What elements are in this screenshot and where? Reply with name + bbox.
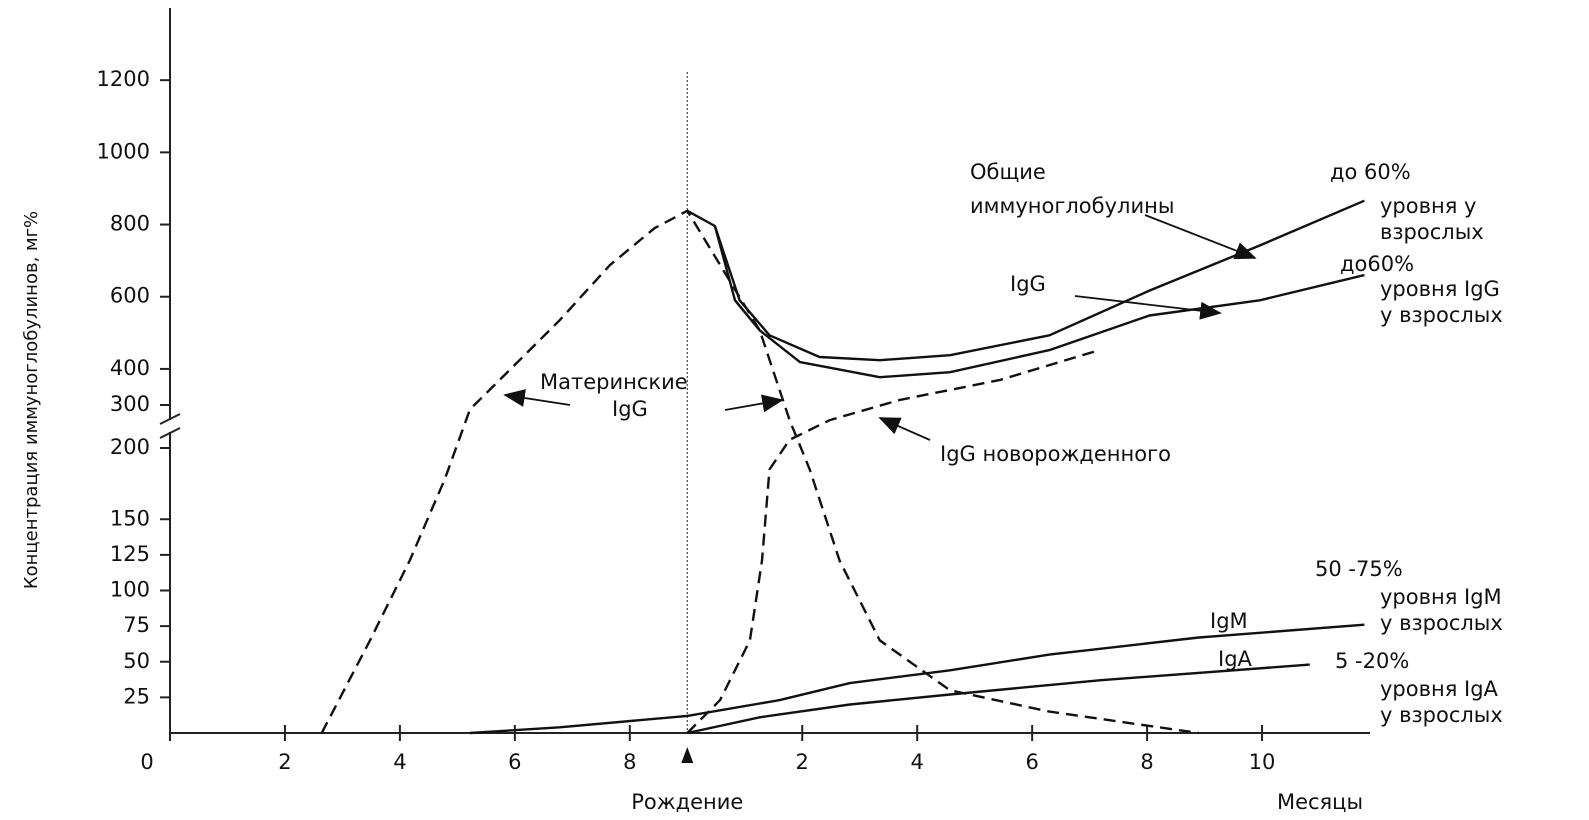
- series-line: [320, 209, 1199, 735]
- x-tick-label: 10: [1249, 750, 1276, 774]
- x-tick-label: 8: [1140, 750, 1153, 774]
- annotation: IgG: [1010, 272, 1046, 296]
- axis-break: [159, 413, 181, 425]
- y-axis-label: Концентрация иммуноглобулинов, мг%: [21, 211, 42, 589]
- annotation: Общие: [970, 160, 1046, 184]
- series-line: [686, 348, 1100, 734]
- y-tick-label: 300: [110, 392, 150, 416]
- annotation: уровня IgG: [1380, 277, 1500, 301]
- y-tick-label: 200: [110, 435, 150, 459]
- annotation: у взрослых: [1380, 703, 1503, 727]
- annotation: до60%: [1340, 252, 1414, 276]
- y-tick-label: 50: [123, 649, 150, 673]
- annotation: IgG: [612, 397, 648, 421]
- annotation: IgG новорожденного: [940, 442, 1171, 466]
- y-tick-label: 150: [110, 506, 150, 530]
- y-tick-label: 75: [123, 613, 150, 637]
- arrow: [724, 394, 784, 413]
- series-line: [686, 199, 1365, 362]
- birth-label: Рождение: [631, 790, 743, 814]
- x-tick-label: 6: [508, 750, 521, 774]
- annotation: IgA: [1218, 647, 1253, 671]
- arrow: [1144, 214, 1257, 260]
- y-tick-label: 600: [110, 284, 150, 308]
- annotation: Материнские: [540, 370, 688, 394]
- series-line: [687, 663, 1310, 735]
- axes: [159, 8, 1370, 734]
- arrow: [878, 417, 931, 441]
- annotation: 50 -75%: [1315, 557, 1403, 581]
- annotation: уровня IgA: [1380, 677, 1499, 701]
- y-tick-label: 1000: [97, 139, 150, 163]
- annotation: взрослых: [1380, 220, 1484, 244]
- y-tick-label: 100: [110, 578, 150, 602]
- arrow: [503, 389, 571, 407]
- x-tick-label: 8: [623, 750, 636, 774]
- arrow: [1074, 295, 1222, 320]
- x-tick-label: 0: [140, 750, 153, 774]
- axis-break: [159, 427, 181, 439]
- y-tick-label: 25: [123, 684, 150, 708]
- series-line: [713, 225, 1365, 379]
- annotation: до 60%: [1330, 160, 1411, 184]
- annotation: уровня IgM: [1380, 585, 1502, 609]
- x-tick-label: 2: [278, 750, 291, 774]
- x-tick-label: 6: [1025, 750, 1038, 774]
- x-tick-label: 2: [796, 750, 809, 774]
- y-tick-label: 800: [110, 212, 150, 236]
- y-tick-label: 1200: [97, 67, 150, 91]
- annotation: у взрослых: [1380, 303, 1503, 327]
- annotation: у взрослых: [1380, 611, 1503, 635]
- annotation: уровня у: [1380, 194, 1476, 218]
- annotation: 5 -20%: [1335, 649, 1409, 673]
- x-tick-label: 4: [393, 750, 406, 774]
- birth-arrow: [681, 747, 694, 763]
- x-axis-label: Месяцы: [1277, 790, 1363, 814]
- series-line: [469, 623, 1365, 735]
- x-tick-label: 4: [911, 750, 924, 774]
- annotation: IgM: [1210, 609, 1248, 633]
- y-tick-label: 400: [110, 356, 150, 380]
- y-tick-label: 125: [110, 542, 150, 566]
- annotation: иммуноглобулины: [970, 194, 1174, 218]
